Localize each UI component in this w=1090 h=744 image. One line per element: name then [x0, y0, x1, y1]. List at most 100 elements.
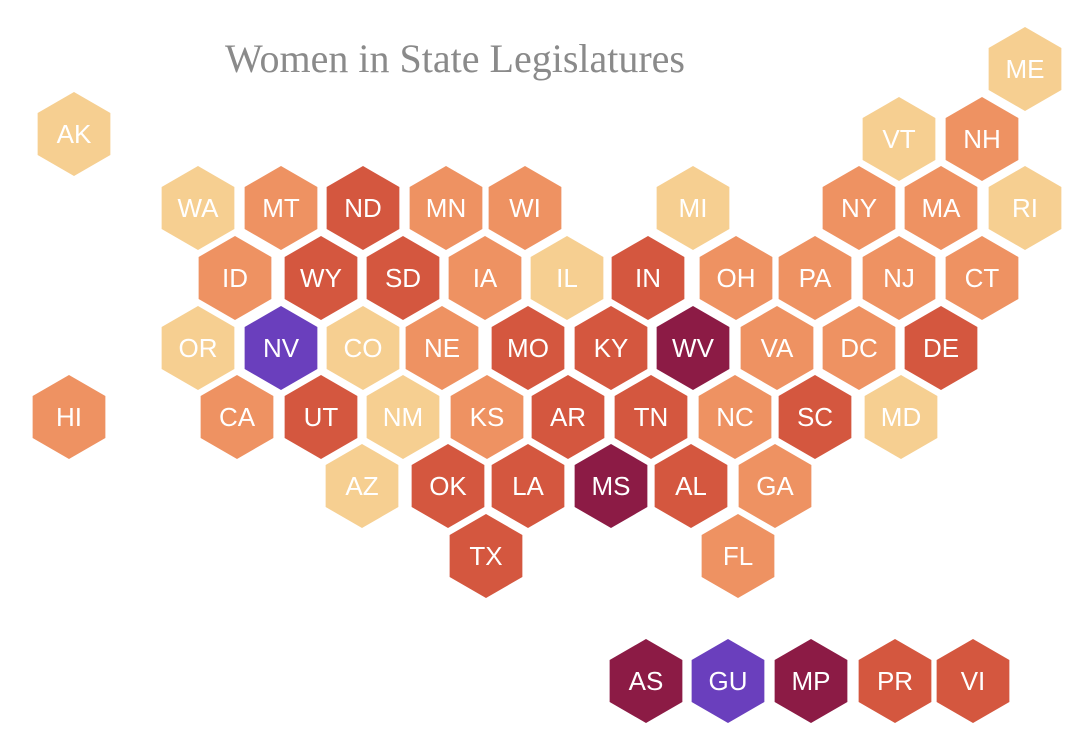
hex-tiles-group: AK ME VT NH WA MT ND MN WI MI NY MA RI ID WY SD IA IL IN OH…: [32, 27, 1062, 723]
hex-tile-mn: MN: [409, 166, 483, 250]
hex-shape-al: [654, 444, 728, 528]
hex-label-wi: WI: [509, 193, 541, 223]
hex-shape-oh: [699, 236, 773, 320]
hex-tile-va: VA: [740, 306, 814, 390]
hex-label-dc: DC: [840, 333, 878, 363]
hex-shape-ri: [988, 166, 1062, 250]
hex-label-nh: NH: [963, 124, 1001, 154]
hex-tile-ne: NE: [405, 306, 479, 390]
hex-shape-gu: [691, 639, 765, 723]
hex-tile-mp: MP: [774, 639, 848, 723]
hex-label-mp: MP: [792, 666, 831, 696]
hex-tile-hi: HI: [32, 375, 106, 459]
hex-shape-va: [740, 306, 814, 390]
hex-label-fl: FL: [723, 541, 753, 571]
hex-label-sd: SD: [385, 263, 421, 293]
hex-label-or: OR: [179, 333, 218, 363]
hex-tile-sc: SC: [778, 375, 852, 459]
hex-tile-wa: WA: [161, 166, 235, 250]
hex-tile-ca: CA: [200, 375, 274, 459]
hex-tile-nh: NH: [945, 97, 1019, 181]
hex-shape-nd: [326, 166, 400, 250]
hex-shape-ut: [284, 375, 358, 459]
hex-tile-wi: WI: [488, 166, 562, 250]
hex-tile-as: AS: [609, 639, 683, 723]
hex-tile-nd: ND: [326, 166, 400, 250]
hex-tile-mo: MO: [491, 306, 565, 390]
hex-shape-in: [611, 236, 685, 320]
hex-tile-ky: KY: [574, 306, 648, 390]
hex-label-la: LA: [512, 471, 544, 501]
hex-shape-pr: [858, 639, 932, 723]
hex-tile-mi: MI: [656, 166, 730, 250]
hex-tile-oh: OH: [699, 236, 773, 320]
hex-tile-ga: GA: [738, 444, 812, 528]
hex-shape-ms: [574, 444, 648, 528]
hex-label-wy: WY: [300, 263, 342, 293]
hex-label-pa: PA: [799, 263, 832, 293]
hex-shape-fl: [701, 514, 775, 598]
hex-label-il: IL: [556, 263, 578, 293]
hex-label-oh: OH: [717, 263, 756, 293]
hex-label-vt: VT: [882, 124, 915, 154]
hex-tile-nj: NJ: [862, 236, 936, 320]
hex-shape-wa: [161, 166, 235, 250]
hex-tile-tx: TX: [449, 514, 523, 598]
hex-label-ok: OK: [429, 471, 467, 501]
hex-tile-tn: TN: [614, 375, 688, 459]
hex-shape-dc: [822, 306, 896, 390]
hex-shape-mo: [491, 306, 565, 390]
hex-shape-ks: [450, 375, 524, 459]
hex-shape-hi: [32, 375, 106, 459]
hex-tile-ia: IA: [448, 236, 522, 320]
hex-tile-pa: PA: [778, 236, 852, 320]
hex-label-mn: MN: [426, 193, 466, 223]
hex-tile-nv: NV: [244, 306, 318, 390]
hex-shape-ne: [405, 306, 479, 390]
hex-shape-tx: [449, 514, 523, 598]
hex-shape-nj: [862, 236, 936, 320]
hex-shape-la: [491, 444, 565, 528]
hex-shape-wy: [284, 236, 358, 320]
hex-label-de: DE: [923, 333, 959, 363]
hex-shape-mi: [656, 166, 730, 250]
hex-label-nv: NV: [263, 333, 300, 363]
hex-label-mt: MT: [262, 193, 300, 223]
hex-tile-fl: FL: [701, 514, 775, 598]
hex-tile-az: AZ: [325, 444, 399, 528]
hex-tile-ut: UT: [284, 375, 358, 459]
hex-tile-ar: AR: [531, 375, 605, 459]
hex-tile-nm: NM: [366, 375, 440, 459]
chart-title: Women in State Legislatures: [225, 36, 685, 81]
hex-tile-wv: WV: [656, 306, 730, 390]
hex-shape-vt: [862, 97, 936, 181]
hex-label-as: AS: [629, 666, 664, 696]
hex-shape-or: [161, 306, 235, 390]
hex-label-ga: GA: [756, 471, 794, 501]
hex-label-ms: MS: [592, 471, 631, 501]
hex-shape-as: [609, 639, 683, 723]
hex-label-nc: NC: [716, 402, 754, 432]
hex-shape-nh: [945, 97, 1019, 181]
hex-tile-or: OR: [161, 306, 235, 390]
hex-shape-wi: [488, 166, 562, 250]
hex-shape-sc: [778, 375, 852, 459]
hex-shape-de: [904, 306, 978, 390]
hex-shape-id: [198, 236, 272, 320]
hex-shape-ak: [37, 92, 111, 176]
hex-label-wv: WV: [672, 333, 715, 363]
hex-tile-md: MD: [864, 375, 938, 459]
hex-shape-sd: [366, 236, 440, 320]
hex-label-in: IN: [635, 263, 661, 293]
hex-label-ne: NE: [424, 333, 460, 363]
hex-label-al: AL: [675, 471, 707, 501]
hex-tile-ks: KS: [450, 375, 524, 459]
hex-label-tx: TX: [469, 541, 502, 571]
hex-tile-ct: CT: [945, 236, 1019, 320]
hex-label-va: VA: [761, 333, 794, 363]
hex-label-md: MD: [881, 402, 921, 432]
hex-tile-ri: RI: [988, 166, 1062, 250]
hex-shape-nv: [244, 306, 318, 390]
hex-shape-ga: [738, 444, 812, 528]
